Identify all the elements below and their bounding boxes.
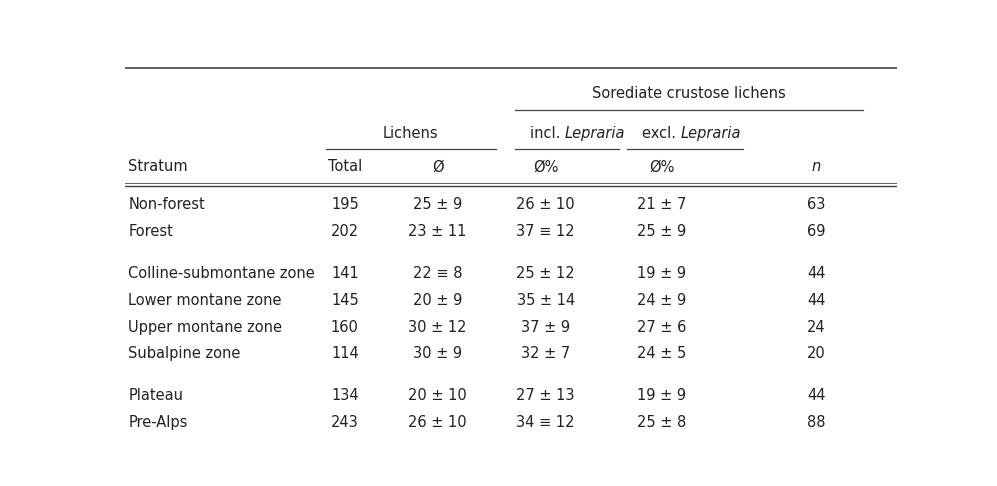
Text: 26 ± 10: 26 ± 10 <box>516 197 575 212</box>
Text: Subalpine zone: Subalpine zone <box>129 347 241 362</box>
Text: 20: 20 <box>807 347 826 362</box>
Text: 27 ± 13: 27 ± 13 <box>516 388 575 403</box>
Text: n: n <box>812 159 821 174</box>
Text: 243: 243 <box>331 416 359 430</box>
Text: 20 ± 10: 20 ± 10 <box>408 388 467 403</box>
Text: Stratum: Stratum <box>129 159 188 174</box>
Text: Ø%: Ø% <box>649 159 674 174</box>
Text: 24 ± 9: 24 ± 9 <box>637 293 686 308</box>
Text: 32 ± 7: 32 ± 7 <box>521 347 570 362</box>
Text: Lepraria: Lepraria <box>565 126 625 140</box>
Text: 69: 69 <box>807 224 826 239</box>
Text: 37 ≡ 12: 37 ≡ 12 <box>516 224 575 239</box>
Text: Lower montane zone: Lower montane zone <box>129 293 282 308</box>
Text: 44: 44 <box>807 266 826 280</box>
Text: 26 ± 10: 26 ± 10 <box>408 416 467 430</box>
Text: Colline-submontane zone: Colline-submontane zone <box>129 266 315 280</box>
Text: 141: 141 <box>331 266 359 280</box>
Text: 34 ≡ 12: 34 ≡ 12 <box>516 416 575 430</box>
Text: incl.: incl. <box>530 126 565 140</box>
Text: 145: 145 <box>331 293 359 308</box>
Text: Non-forest: Non-forest <box>129 197 205 212</box>
Text: Total: Total <box>328 159 362 174</box>
Text: Ø: Ø <box>432 159 444 174</box>
Text: excl.: excl. <box>642 126 681 140</box>
Text: 88: 88 <box>807 416 826 430</box>
Text: 22 ≡ 8: 22 ≡ 8 <box>413 266 463 280</box>
Text: Pre-Alps: Pre-Alps <box>129 416 187 430</box>
Text: Lepraria: Lepraria <box>681 126 742 140</box>
Text: 27 ± 6: 27 ± 6 <box>637 319 686 334</box>
Text: 24: 24 <box>807 319 826 334</box>
Text: Plateau: Plateau <box>129 388 183 403</box>
Text: 25 ± 9: 25 ± 9 <box>413 197 463 212</box>
Text: 25 ± 9: 25 ± 9 <box>637 224 686 239</box>
Text: 25 ± 8: 25 ± 8 <box>637 416 686 430</box>
Text: 134: 134 <box>331 388 359 403</box>
Text: Ø%: Ø% <box>533 159 558 174</box>
Text: 160: 160 <box>331 319 359 334</box>
Text: 19 ± 9: 19 ± 9 <box>637 266 686 280</box>
Text: 19 ± 9: 19 ± 9 <box>637 388 686 403</box>
Text: 37 ± 9: 37 ± 9 <box>521 319 570 334</box>
Text: 35 ± 14: 35 ± 14 <box>516 293 575 308</box>
Text: Upper montane zone: Upper montane zone <box>129 319 282 334</box>
Text: 202: 202 <box>331 224 359 239</box>
Text: 30 ± 12: 30 ± 12 <box>409 319 467 334</box>
Text: 195: 195 <box>331 197 359 212</box>
Text: Sorediate crustose lichens: Sorediate crustose lichens <box>592 87 786 102</box>
Text: Forest: Forest <box>129 224 173 239</box>
Text: 24 ± 5: 24 ± 5 <box>637 347 686 362</box>
Text: 21 ± 7: 21 ± 7 <box>637 197 686 212</box>
Text: Lichens: Lichens <box>383 126 439 140</box>
Text: 20 ± 9: 20 ± 9 <box>413 293 463 308</box>
Text: 30 ± 9: 30 ± 9 <box>413 347 463 362</box>
Text: 114: 114 <box>331 347 359 362</box>
Text: 23 ± 11: 23 ± 11 <box>409 224 467 239</box>
Text: 25 ± 12: 25 ± 12 <box>516 266 575 280</box>
Text: 44: 44 <box>807 293 826 308</box>
Text: 63: 63 <box>807 197 826 212</box>
Text: 44: 44 <box>807 388 826 403</box>
